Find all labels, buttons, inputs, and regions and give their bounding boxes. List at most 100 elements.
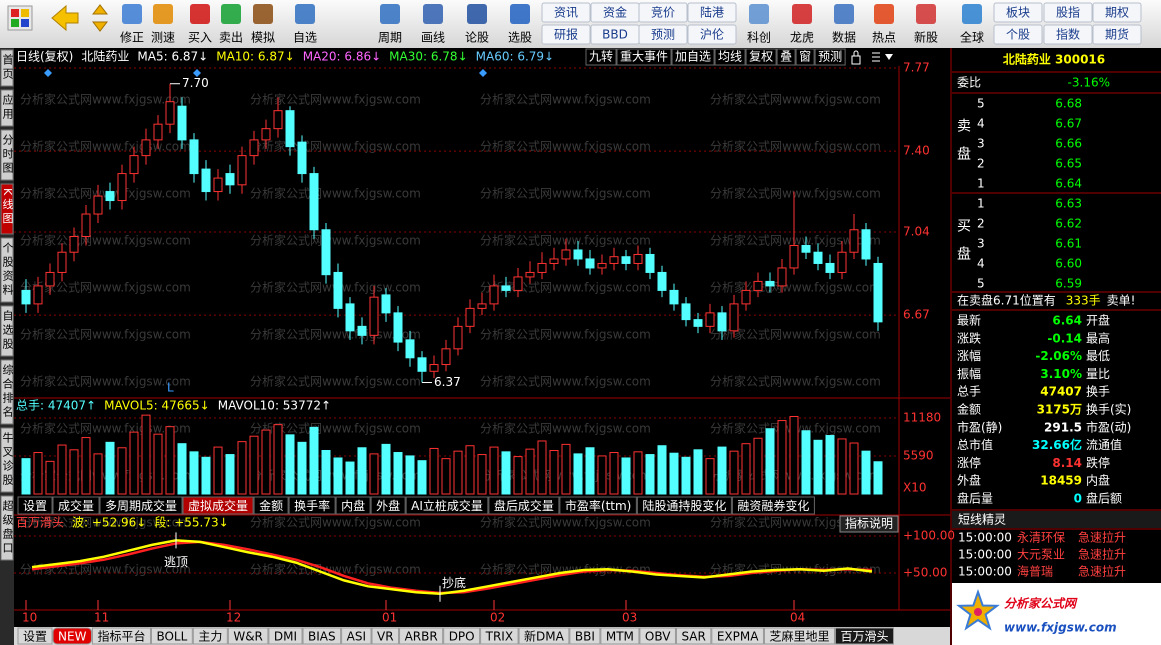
toolbar-button-label[interactable]: 期权: [1105, 6, 1129, 20]
tab[interactable]: [17, 627, 53, 645]
chart-tool-button[interactable]: [671, 48, 715, 66]
tab-label[interactable]: ARBR: [405, 630, 438, 644]
tab[interactable]: [731, 496, 815, 515]
sidebar-tab[interactable]: [0, 129, 14, 181]
tab[interactable]: [675, 627, 712, 645]
tab[interactable]: [443, 627, 481, 645]
tab[interactable]: [834, 627, 894, 645]
sidebar-tab-label[interactable]: 自选股: [1, 310, 14, 352]
tab-label[interactable]: 新DMA: [524, 629, 565, 644]
tool-lock[interactable]: [851, 50, 861, 65]
toolbar-button-label[interactable]: 陆港: [700, 5, 724, 20]
toolbar-button-label[interactable]: 个股: [1006, 28, 1030, 42]
tool-arrow[interactable]: [885, 54, 893, 60]
toolbar-label[interactable]: 卖出: [219, 31, 243, 45]
chart-tool[interactable]: 叠: [780, 50, 792, 64]
toolbar-icon[interactable]: [874, 4, 894, 24]
tab[interactable]: [17, 496, 53, 515]
toolbar-label[interactable]: 自选: [293, 31, 317, 45]
toolbar-button[interactable]: [687, 2, 737, 23]
toolbar-icon[interactable]: [834, 4, 854, 24]
toolbar-button[interactable]: [687, 24, 737, 45]
chart-tool-button[interactable]: [616, 48, 672, 66]
tab[interactable]: [302, 627, 342, 645]
tab-label[interactable]: ASI: [347, 630, 366, 644]
tab[interactable]: [636, 496, 732, 515]
chart-tool[interactable]: 九转: [589, 49, 613, 64]
tab[interactable]: [52, 496, 100, 515]
chart-tool-button[interactable]: [714, 48, 746, 66]
toolbar-icon[interactable]: [190, 4, 210, 24]
tab-label[interactable]: DPO: [449, 630, 475, 644]
sprite-stock[interactable]: 海普瑞: [1017, 564, 1053, 579]
sidebar-tab-label[interactable]: 首页: [1, 53, 14, 82]
toolbar-label[interactable]: 论股: [465, 31, 489, 45]
tab[interactable]: [268, 627, 303, 645]
tool-menu[interactable]: [872, 52, 880, 62]
chart-tool-button[interactable]: [814, 48, 846, 66]
tab-label[interactable]: OBV: [645, 630, 671, 644]
toolbar-icon[interactable]: [380, 4, 400, 24]
sidebar-tab-label[interactable]: 超级盘口: [1, 499, 14, 556]
toolbar-icon[interactable]: [962, 4, 982, 24]
sidebar-tab[interactable]: [0, 49, 14, 87]
toolbar-label[interactable]: 全球: [960, 30, 984, 45]
sidebar-tab-label[interactable]: K线图: [1, 188, 14, 226]
tab-label[interactable]: 融资融券变化: [737, 498, 809, 513]
toolbar-icon[interactable]: [792, 4, 812, 24]
sidebar-tab[interactable]: [0, 427, 14, 493]
tab[interactable]: [52, 627, 92, 645]
tab-label[interactable]: 外盘: [376, 498, 400, 513]
chart-tool-button[interactable]: [795, 48, 815, 66]
tab[interactable]: [711, 627, 764, 645]
toolbar-label[interactable]: 龙虎: [790, 31, 814, 45]
tab[interactable]: [227, 627, 269, 645]
toolbar-label[interactable]: 周期: [378, 31, 402, 45]
tab[interactable]: [150, 627, 193, 645]
toolbar-label[interactable]: 买入: [188, 31, 212, 45]
tab-label[interactable]: BIAS: [308, 630, 336, 644]
tab[interactable]: [192, 627, 228, 645]
tab[interactable]: [639, 627, 676, 645]
chart-tool-button[interactable]: [745, 48, 777, 66]
toolbar-button[interactable]: [638, 2, 688, 23]
toolbar-button-label[interactable]: 沪伦: [700, 27, 724, 42]
toolbar-button-label[interactable]: 股指: [1056, 5, 1080, 20]
sidebar-tab-label[interactable]: 应用: [1, 93, 14, 122]
tab-label[interactable]: 芝麻里地里: [769, 629, 829, 644]
toolbar-button[interactable]: [541, 2, 591, 23]
sidebar-tab-label[interactable]: 分时图: [1, 134, 14, 176]
toolbar-icon[interactable]: [510, 4, 530, 24]
tab-label[interactable]: NEW: [58, 630, 87, 644]
tab[interactable]: [253, 496, 289, 515]
toolbar-button-label[interactable]: 指数: [1056, 27, 1080, 42]
toolbar-label[interactable]: 修正: [120, 30, 144, 45]
sidebar-tab[interactable]: [0, 495, 14, 561]
toolbar-button[interactable]: [1092, 2, 1142, 23]
toolbar-label[interactable]: 热点: [872, 31, 896, 45]
sprite-stock[interactable]: 永清环保: [1017, 531, 1065, 545]
chart-tool[interactable]: 重大事件: [620, 50, 668, 64]
toolbar-button[interactable]: [1092, 24, 1142, 45]
sidebar-tab[interactable]: [0, 305, 14, 357]
tab-label[interactable]: 主力: [198, 630, 222, 644]
tab-label[interactable]: 市盈率(ttm): [565, 498, 631, 513]
tab-label[interactable]: 百万滑头: [840, 630, 888, 644]
tab-label[interactable]: 虚拟成交量: [188, 498, 248, 513]
sidebar-tab-label[interactable]: 综合排名: [1, 363, 14, 420]
toolbar-button[interactable]: [1043, 2, 1093, 23]
help-button[interactable]: [839, 515, 899, 533]
updown-button[interactable]: [91, 4, 109, 32]
tab[interactable]: [480, 627, 519, 645]
toolbar-button[interactable]: [1043, 24, 1093, 45]
toolbar-button[interactable]: [993, 2, 1043, 23]
sidebar-tab[interactable]: [0, 183, 14, 235]
toolbar-icon[interactable]: [295, 4, 315, 24]
toolbar-icon[interactable]: [122, 4, 142, 24]
tab-label[interactable]: AI立桩成交量: [411, 498, 483, 513]
tab[interactable]: [559, 496, 637, 515]
toolbar-button[interactable]: [993, 24, 1043, 45]
back-button[interactable]: [51, 4, 79, 32]
tab-label[interactable]: DMI: [274, 630, 297, 644]
tab-label[interactable]: TRIX: [485, 630, 513, 644]
